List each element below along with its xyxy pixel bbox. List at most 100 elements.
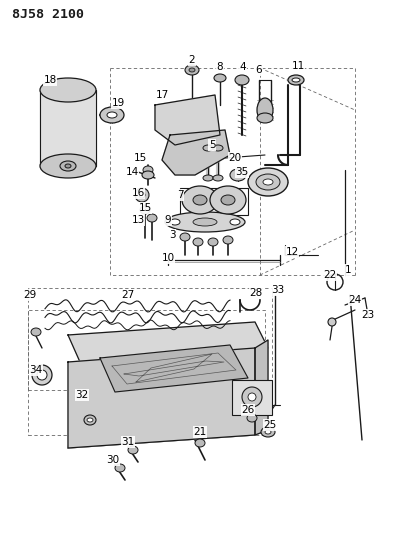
Ellipse shape bbox=[143, 166, 153, 174]
Ellipse shape bbox=[263, 179, 273, 185]
Text: 35: 35 bbox=[235, 167, 249, 177]
Ellipse shape bbox=[223, 236, 233, 244]
Ellipse shape bbox=[203, 145, 213, 151]
Bar bbox=[180, 188, 248, 215]
Ellipse shape bbox=[65, 164, 71, 168]
Ellipse shape bbox=[135, 188, 149, 202]
Ellipse shape bbox=[115, 464, 125, 472]
Ellipse shape bbox=[180, 233, 190, 241]
Text: 29: 29 bbox=[24, 290, 37, 300]
Text: 27: 27 bbox=[121, 290, 134, 300]
Ellipse shape bbox=[230, 219, 240, 225]
Ellipse shape bbox=[288, 75, 304, 85]
Ellipse shape bbox=[128, 446, 138, 454]
Polygon shape bbox=[255, 340, 268, 435]
Ellipse shape bbox=[203, 175, 213, 181]
Bar bbox=[232, 380, 272, 415]
Bar bbox=[28, 310, 265, 435]
Polygon shape bbox=[162, 130, 230, 175]
Ellipse shape bbox=[100, 107, 124, 123]
Text: 4: 4 bbox=[240, 62, 246, 72]
Ellipse shape bbox=[208, 238, 218, 246]
Ellipse shape bbox=[37, 370, 47, 380]
Ellipse shape bbox=[193, 218, 217, 226]
Ellipse shape bbox=[256, 174, 280, 190]
Text: 16: 16 bbox=[131, 188, 144, 198]
Text: 13: 13 bbox=[131, 215, 144, 225]
Ellipse shape bbox=[84, 415, 96, 425]
Ellipse shape bbox=[213, 145, 223, 151]
Text: 5: 5 bbox=[209, 140, 215, 150]
Text: 8J58 2100: 8J58 2100 bbox=[12, 8, 84, 21]
Text: 31: 31 bbox=[121, 437, 134, 447]
Ellipse shape bbox=[165, 212, 245, 232]
Text: 19: 19 bbox=[111, 98, 124, 108]
Text: 8: 8 bbox=[217, 62, 223, 72]
Text: 15: 15 bbox=[138, 203, 152, 213]
Text: 1: 1 bbox=[345, 265, 351, 275]
Text: 24: 24 bbox=[348, 295, 361, 305]
Text: 34: 34 bbox=[30, 365, 43, 375]
Ellipse shape bbox=[189, 68, 195, 72]
Ellipse shape bbox=[40, 78, 96, 102]
Polygon shape bbox=[155, 95, 220, 145]
Ellipse shape bbox=[193, 238, 203, 246]
Text: 2: 2 bbox=[189, 55, 196, 65]
Ellipse shape bbox=[257, 113, 273, 123]
Text: 10: 10 bbox=[162, 253, 175, 263]
Ellipse shape bbox=[210, 186, 246, 214]
Ellipse shape bbox=[147, 214, 157, 222]
Ellipse shape bbox=[142, 171, 154, 179]
Text: 28: 28 bbox=[249, 288, 263, 298]
Text: 14: 14 bbox=[125, 167, 138, 177]
Ellipse shape bbox=[265, 430, 271, 434]
Ellipse shape bbox=[221, 195, 235, 205]
Text: 21: 21 bbox=[194, 427, 207, 437]
Ellipse shape bbox=[248, 168, 288, 196]
Text: 11: 11 bbox=[291, 61, 304, 71]
Polygon shape bbox=[68, 322, 268, 362]
Text: 12: 12 bbox=[285, 247, 298, 257]
Text: 22: 22 bbox=[323, 270, 337, 280]
Ellipse shape bbox=[40, 154, 96, 178]
Ellipse shape bbox=[261, 427, 275, 437]
Text: 33: 33 bbox=[271, 285, 284, 295]
Text: 25: 25 bbox=[263, 420, 277, 430]
Ellipse shape bbox=[185, 65, 199, 75]
Ellipse shape bbox=[235, 75, 249, 85]
Ellipse shape bbox=[140, 206, 150, 214]
Ellipse shape bbox=[87, 418, 93, 422]
Ellipse shape bbox=[214, 74, 226, 82]
Ellipse shape bbox=[195, 439, 205, 447]
Text: 15: 15 bbox=[133, 153, 146, 163]
Text: 32: 32 bbox=[75, 390, 89, 400]
Bar bbox=[28, 288, 272, 390]
Text: 18: 18 bbox=[43, 75, 57, 85]
Text: 23: 23 bbox=[361, 310, 375, 320]
Polygon shape bbox=[100, 345, 248, 392]
Polygon shape bbox=[68, 348, 255, 448]
Ellipse shape bbox=[193, 195, 207, 205]
Ellipse shape bbox=[328, 318, 336, 326]
Ellipse shape bbox=[32, 365, 52, 385]
Text: 6: 6 bbox=[256, 65, 262, 75]
Ellipse shape bbox=[257, 98, 273, 122]
Ellipse shape bbox=[107, 112, 117, 118]
Ellipse shape bbox=[31, 328, 41, 336]
Text: 30: 30 bbox=[107, 455, 120, 465]
Ellipse shape bbox=[170, 219, 180, 225]
Text: 20: 20 bbox=[229, 153, 241, 163]
Ellipse shape bbox=[247, 414, 257, 422]
Ellipse shape bbox=[139, 192, 145, 198]
Ellipse shape bbox=[60, 161, 76, 171]
Text: 9: 9 bbox=[165, 215, 171, 225]
Text: 26: 26 bbox=[241, 405, 255, 415]
Ellipse shape bbox=[213, 175, 223, 181]
Ellipse shape bbox=[230, 169, 246, 181]
Text: 7: 7 bbox=[177, 190, 183, 200]
Text: 17: 17 bbox=[155, 90, 169, 100]
Text: 3: 3 bbox=[169, 230, 175, 240]
Ellipse shape bbox=[248, 393, 256, 401]
Ellipse shape bbox=[292, 78, 300, 82]
Ellipse shape bbox=[242, 387, 262, 407]
